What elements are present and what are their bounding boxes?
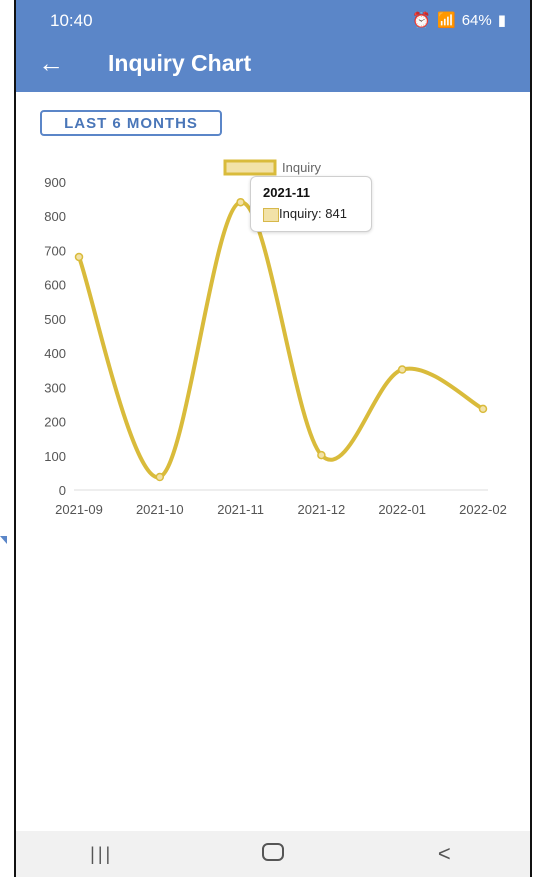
x-tick-label: 2022-02 — [459, 502, 507, 517]
app-bar: 10:40 ⏰ 📶 64% ▮ ← Inquiry Chart — [16, 0, 530, 92]
y-tick-label: 900 — [44, 175, 66, 190]
system-back-icon[interactable]: < — [437, 841, 451, 866]
chart-tooltip: 2021-11 Inquiry: 841 — [250, 176, 372, 232]
y-tick-label: 200 — [44, 415, 66, 430]
home-button[interactable] — [243, 841, 303, 867]
y-tick-label: 500 — [44, 312, 66, 327]
y-tick-label: 400 — [44, 346, 66, 361]
recent-apps-icon[interactable]: ||| — [90, 843, 114, 864]
y-tick-label: 0 — [59, 483, 66, 498]
legend-swatch — [223, 159, 277, 176]
phone-screen: 10:40 ⏰ 📶 64% ▮ ← Inquiry Chart LAST 6 M… — [14, 0, 532, 877]
inquiry-line-chart: Inquiry 0 100 200 300 400 500 600 700 800 900 202… — [44, 159, 507, 517]
system-nav-bar: ||| < — [16, 831, 530, 877]
range-filter-button[interactable]: LAST 6 MONTHS — [40, 110, 222, 136]
x-tick-label: 2021-11 — [217, 502, 264, 517]
status-icons: ⏰ 📶 64% ▮ — [412, 11, 506, 30]
y-tick-label: 600 — [44, 278, 66, 293]
tooltip-swatch — [263, 208, 279, 222]
battery-percent: 64% — [461, 11, 492, 29]
y-axis-ticks: 0 100 200 300 400 500 600 700 800 900 — [44, 175, 66, 498]
tooltip-title: 2021-11 — [263, 185, 310, 200]
legend-label: Inquiry — [282, 160, 322, 175]
data-point[interactable] — [317, 450, 326, 460]
data-point[interactable] — [155, 472, 165, 482]
back-arrow-icon[interactable]: ← — [38, 48, 64, 78]
x-tick-label: 2021-09 — [55, 502, 103, 517]
y-tick-label: 800 — [44, 209, 66, 224]
data-point[interactable] — [74, 252, 84, 262]
status-time: 10:40 — [50, 11, 93, 30]
data-point[interactable] — [236, 197, 245, 207]
tooltip-line: Inquiry: 841 — [279, 206, 347, 221]
alarm-icon: ⏰ — [412, 12, 432, 29]
data-point[interactable] — [478, 404, 488, 414]
data-point[interactable] — [397, 365, 407, 374]
edge-marker — [0, 536, 7, 544]
page-title: Inquiry Chart — [108, 50, 252, 76]
wifi-icon: 📶 — [437, 12, 456, 29]
y-tick-label: 700 — [44, 243, 66, 258]
home-icon — [261, 843, 284, 861]
x-tick-label: 2022-01 — [378, 502, 426, 517]
tooltip-label: Inquiry: — [279, 206, 326, 221]
x-tick-label: 2021-12 — [298, 502, 346, 517]
x-tick-label: 2021-10 — [136, 502, 184, 517]
x-axis-ticks: 2021-09 2021-10 2021-11 2021-12 2022-01 2022-… — [55, 502, 507, 517]
y-tick-label: 100 — [44, 449, 66, 464]
data-points — [74, 197, 488, 482]
battery-icon: ▮ — [497, 12, 506, 29]
series-line-inquiry — [77, 200, 484, 480]
y-tick-label: 300 — [44, 380, 66, 395]
tooltip-value: 841 — [325, 206, 347, 221]
